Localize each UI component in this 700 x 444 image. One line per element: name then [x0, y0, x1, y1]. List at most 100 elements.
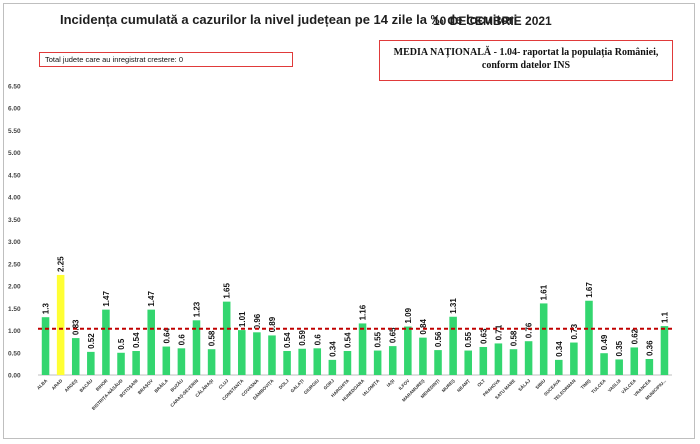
national-average-line2: conform datelor INS	[481, 60, 571, 71]
data-label: 0.56	[434, 331, 443, 347]
chart-title: Incidența cumulată a cazurilor la nivel …	[60, 12, 518, 27]
bar	[102, 309, 110, 375]
y-tick-label: 5.50	[8, 128, 21, 135]
y-tick-label: 1.00	[8, 328, 21, 335]
x-tick-label: CLUJ	[218, 378, 230, 390]
x-tick-label: IALOMIȚA	[361, 378, 380, 397]
data-label: 0.59	[298, 330, 307, 346]
data-label: 1.67	[585, 282, 594, 298]
bar	[192, 320, 201, 375]
bar	[56, 274, 65, 375]
bar	[555, 359, 563, 375]
data-label: 0.55	[374, 331, 383, 347]
y-tick-label: 4.50	[8, 172, 21, 179]
x-tick-label: BRĂILA	[153, 377, 170, 394]
y-tick-label: 0.00	[8, 373, 21, 380]
bar	[434, 350, 442, 375]
data-label: 0.54	[132, 332, 141, 348]
bar	[358, 323, 367, 375]
data-label: 0.83	[72, 319, 81, 335]
x-tick-label: BIHOR	[95, 378, 109, 392]
report-date: 10 DECEMBRIE 2021	[433, 14, 552, 28]
x-tick-label: ILFOV	[398, 378, 411, 391]
x-tick-label: DOLJ	[278, 378, 290, 390]
bar	[373, 350, 382, 375]
bar	[147, 309, 155, 375]
data-label: 0.76	[525, 322, 534, 338]
y-tick-label: 6.50	[8, 84, 21, 91]
increase-count-box: Total judete care au inregistrat crester…	[39, 52, 293, 67]
bar	[615, 359, 623, 375]
x-tick-label: SĂLAJ	[517, 377, 532, 392]
bar	[132, 350, 140, 375]
bar	[162, 346, 171, 375]
data-label: 1.09	[404, 307, 413, 323]
x-tick-label: ALBA	[36, 378, 49, 391]
data-label: 0.5	[117, 338, 126, 350]
data-label: 2.25	[57, 256, 66, 272]
data-label: 0.54	[343, 332, 352, 348]
data-label: 0.63	[479, 328, 488, 344]
data-label: 0.54	[283, 332, 292, 348]
bar	[238, 330, 246, 375]
data-label: 0.6	[177, 334, 186, 346]
y-tick-label: 3.50	[8, 217, 21, 224]
y-tick-label: 2.00	[8, 284, 21, 291]
bar	[117, 352, 125, 375]
data-label: 0.58	[208, 330, 217, 346]
data-label: 0.6	[313, 334, 322, 346]
bar	[449, 316, 457, 375]
bar	[524, 341, 533, 375]
data-label: 0.36	[645, 340, 654, 356]
x-tick-label: OLT	[476, 378, 486, 388]
data-label: 0.55	[464, 331, 473, 347]
national-average-box: MEDIA NAȚIONALĂ - 1.04- raportat la popu…	[379, 40, 673, 81]
data-label: 1.16	[359, 304, 368, 320]
x-tick-label: TIMIȘ	[580, 378, 593, 391]
data-label: 1.23	[193, 301, 202, 317]
bar	[660, 326, 669, 375]
y-tick-label: 3.00	[8, 239, 21, 246]
bar	[388, 346, 397, 375]
bar	[600, 353, 608, 375]
bar	[328, 359, 337, 375]
data-label: 1.31	[449, 298, 458, 314]
data-label: 0.89	[268, 316, 277, 332]
data-label: 0.62	[630, 328, 639, 344]
data-label: 0.35	[615, 340, 624, 356]
bar	[570, 342, 578, 375]
data-label: 0.71	[494, 324, 503, 340]
y-tick-label: 2.50	[8, 261, 21, 268]
y-tick-label: 6.00	[8, 106, 21, 113]
x-tick-label: ARAD	[51, 378, 64, 391]
bar	[404, 326, 412, 375]
bar	[253, 332, 261, 375]
x-tick-label: NEAMȚ	[456, 378, 471, 393]
data-label: 0.52	[87, 333, 96, 349]
bar	[298, 348, 306, 375]
data-label: 0.84	[419, 319, 428, 335]
bar	[585, 300, 593, 375]
x-tick-label: SIBIU	[534, 378, 546, 390]
bar	[645, 358, 654, 375]
y-tick-label: 4.00	[8, 195, 21, 202]
data-label: 1.47	[102, 291, 111, 307]
x-tick-label: IAȘI	[386, 378, 396, 388]
data-label: 1.61	[540, 284, 549, 300]
data-label: 0.49	[600, 334, 609, 350]
bar	[419, 337, 427, 375]
y-tick-label: 0.50	[8, 350, 21, 357]
x-tick-label: ARGEȘ	[64, 378, 80, 394]
x-tick-label: GIURGIU	[303, 378, 320, 395]
bar	[464, 350, 472, 375]
y-tick-label: 1.50	[8, 306, 21, 313]
bar	[268, 335, 276, 375]
data-label: 1.65	[223, 283, 232, 299]
national-average-line1: MEDIA NAȚIONALĂ - 1.04- raportat la popu…	[393, 47, 659, 58]
bar	[71, 338, 80, 375]
chart-frame	[3, 3, 695, 439]
bar	[177, 348, 186, 375]
data-label: 1.3	[42, 303, 51, 315]
bar	[87, 351, 95, 375]
